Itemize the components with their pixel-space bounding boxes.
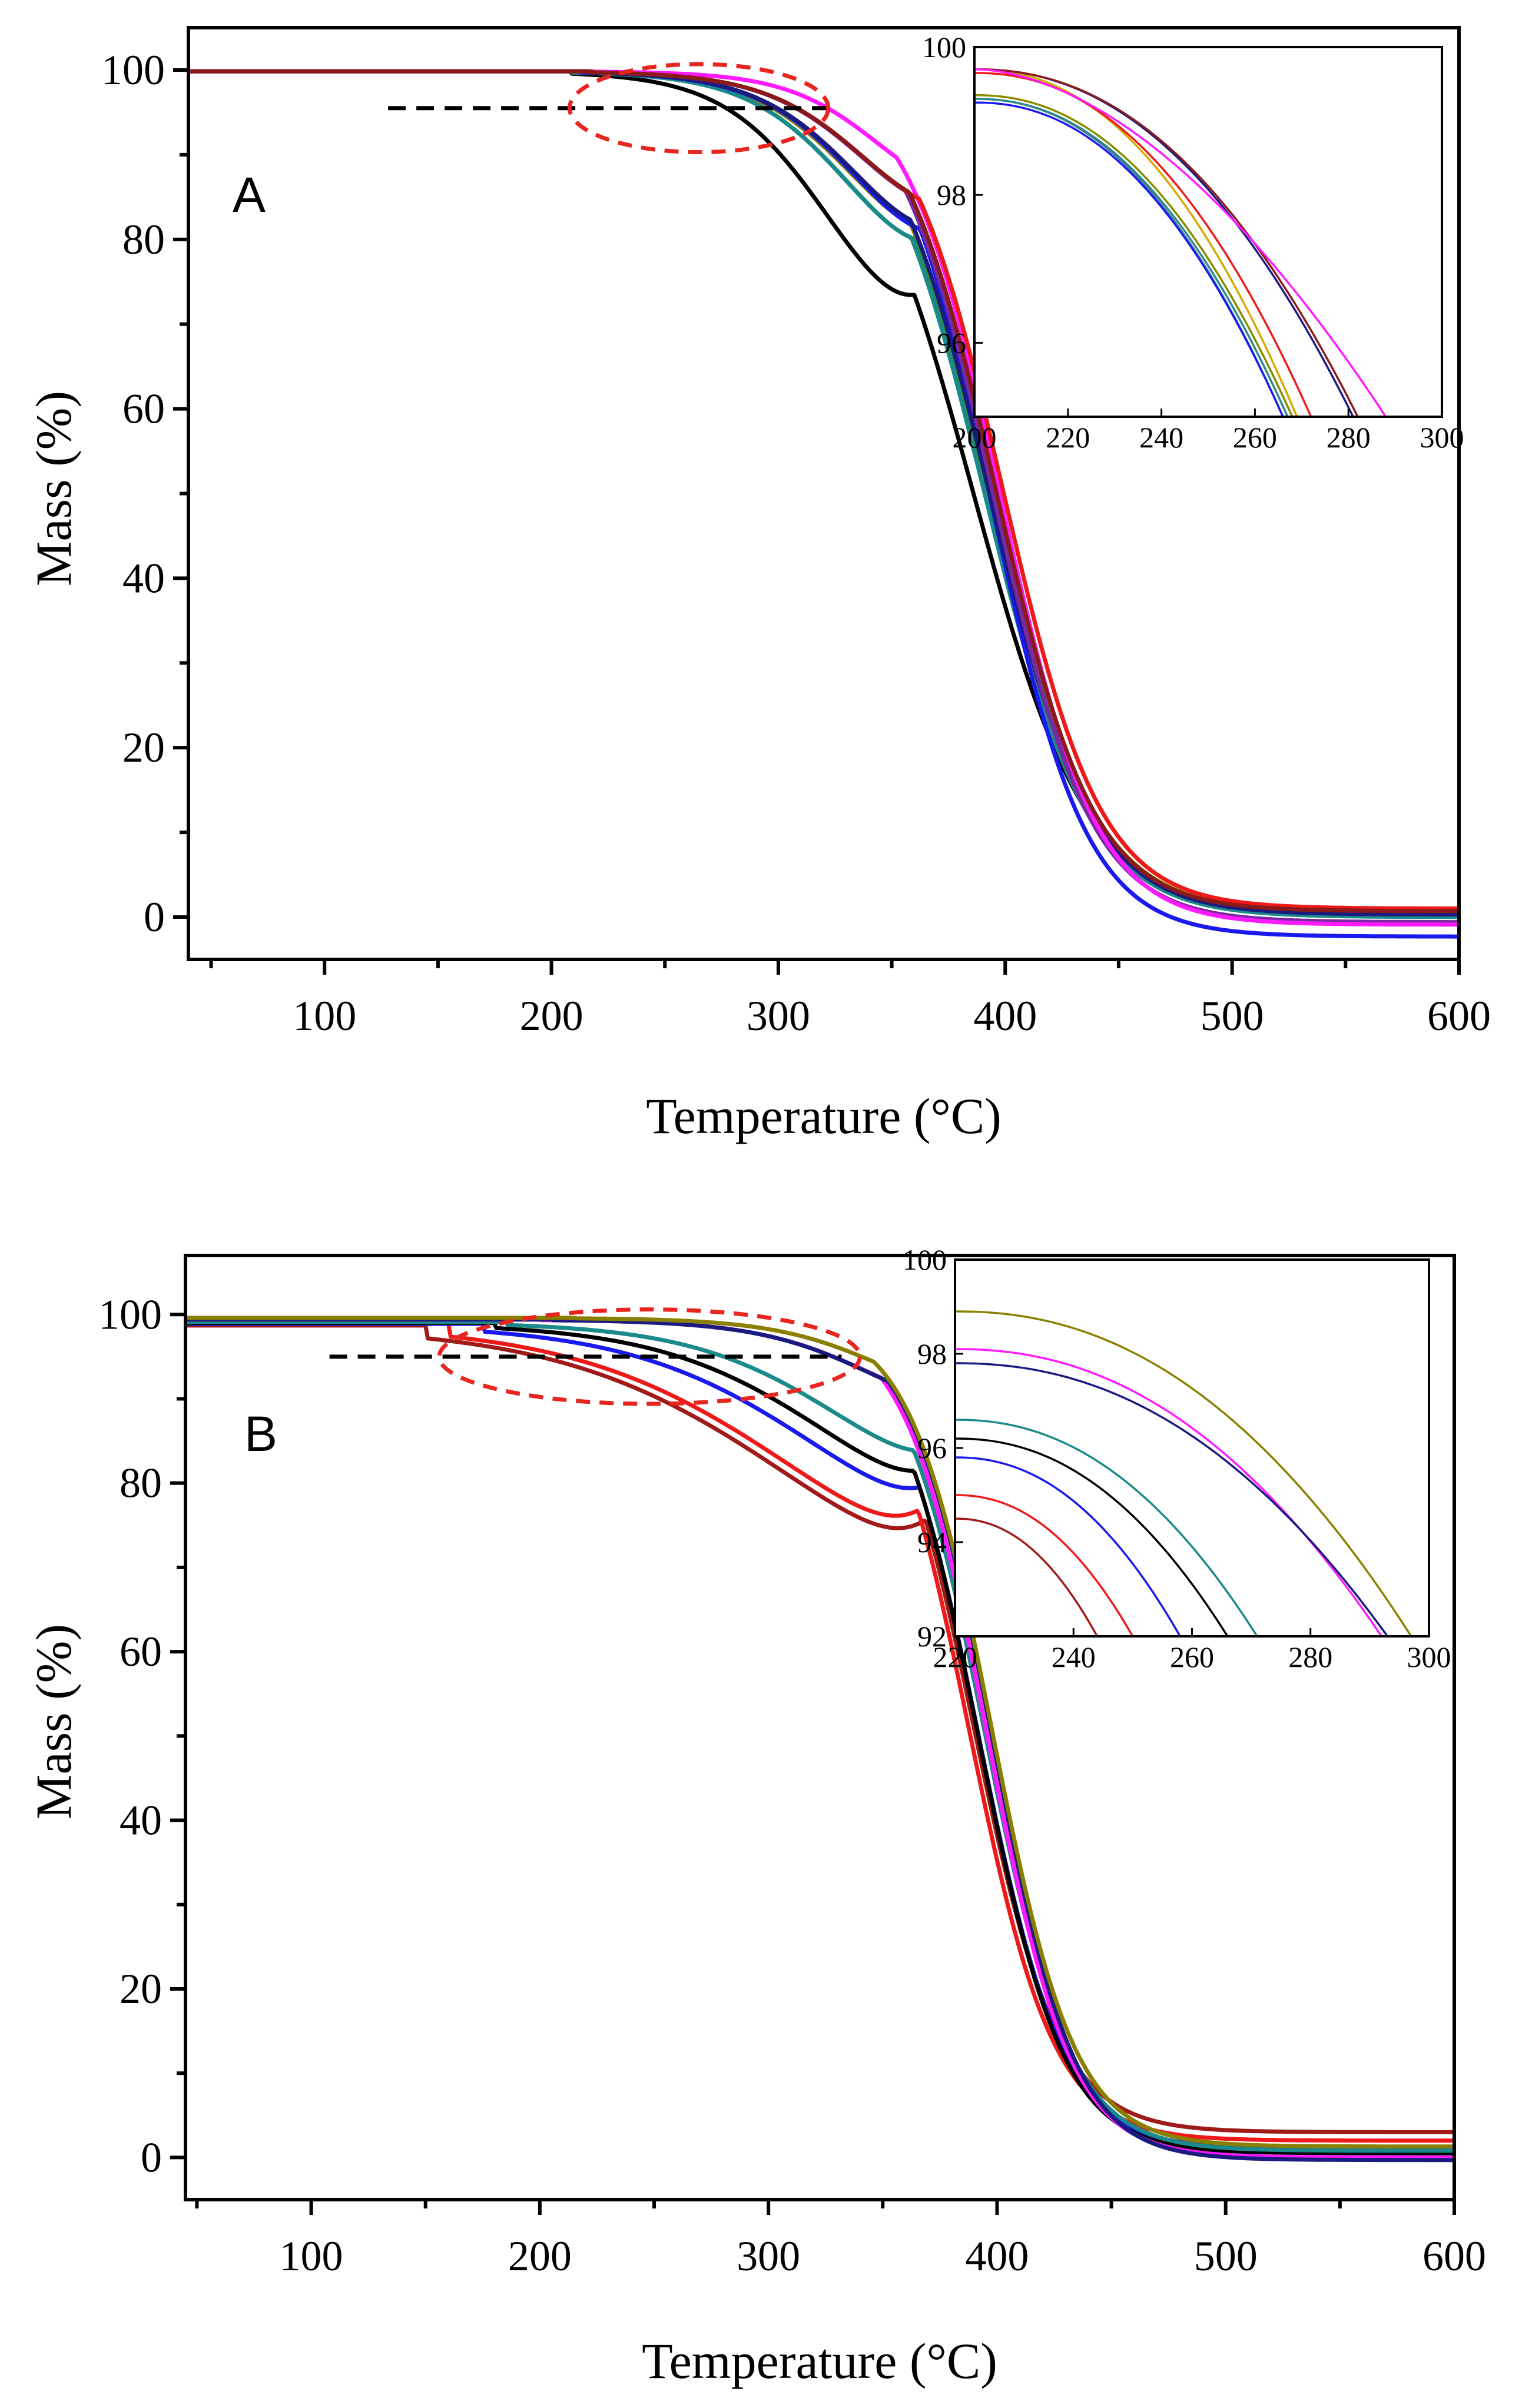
y-tick-label: 60	[122, 386, 165, 433]
series-line-teal	[185, 1320, 1454, 2153]
y-tick-label: 20	[120, 1965, 162, 2012]
y-tick-label: 80	[120, 1460, 162, 1507]
y-tick-label: 60	[120, 1628, 162, 1675]
panel-label: B	[244, 1406, 277, 1462]
x-tick-label: 200	[508, 2233, 572, 2280]
panel-a-chart: 100 200 300 400 500 600 0 20 40 60 80 100 Temperatur…	[25, 26, 1491, 1144]
inset-series-line	[974, 68, 1387, 417]
inset-y-tick-label: 98	[937, 178, 966, 211]
y-tick-label: 20	[122, 724, 165, 771]
inset-x-tick-label: 200	[953, 421, 997, 454]
x-tick-label: 100	[293, 992, 356, 1039]
x-tick-label: 600	[1422, 2233, 1486, 2280]
series-group	[185, 1316, 1454, 2163]
inset-x-tick-label: 260	[1170, 1640, 1214, 1673]
inset-series-line	[955, 1419, 1258, 1636]
panel-b-chart: 100 200 300 400 500 600 0 20 40 60 80 100 Temperatur…	[25, 1243, 1486, 2389]
inset-y-tick-label: 94	[917, 1526, 947, 1559]
y-tick-label: 100	[101, 47, 165, 94]
inset-series-line	[955, 1437, 1229, 1636]
inset-x-tick-label: 220	[933, 1640, 977, 1673]
inset-series-line	[955, 1310, 1412, 1636]
x-tick-label: 100	[280, 2233, 343, 2280]
inset-y-tick-label: 96	[937, 326, 966, 359]
x-tick-label: 400	[965, 2233, 1029, 2280]
x-tick-label: 500	[1194, 2233, 1258, 2280]
x-tick-label: 400	[973, 992, 1037, 1039]
inset-x-tick-label: 300	[1407, 1640, 1451, 1673]
inset-x-tick-label: 260	[1233, 421, 1277, 454]
inset-y-tick-label: 100	[903, 1243, 947, 1276]
inset-chart: 200 220 240 260 280 300 96 98 100	[922, 31, 1464, 454]
inset-series-line	[974, 68, 1359, 417]
inset-x-tick-label: 220	[1046, 421, 1090, 454]
inset-series-line	[955, 1494, 1134, 1636]
inset-frame	[973, 46, 1443, 418]
highlight-ellipse	[567, 62, 831, 155]
inset-series-line	[955, 1517, 1099, 1636]
inset-series-line	[974, 101, 1284, 417]
y-tick-label: 0	[141, 2134, 162, 2181]
inset-x-tick-label: 300	[1420, 421, 1464, 454]
x-tick-label: 500	[1201, 992, 1264, 1039]
inset-series-line	[955, 1362, 1389, 1636]
x-tick-label: 300	[747, 992, 810, 1039]
inset-series-line	[974, 68, 1298, 417]
y-tick-label: 80	[122, 216, 165, 263]
inset-y-tick-label: 98	[917, 1337, 947, 1370]
inset-chart: 220 240 260 280 300 92 94 96 98 100	[903, 1243, 1451, 1673]
highlight-ellipse	[437, 1307, 862, 1406]
inset-series-line	[974, 98, 1289, 417]
y-tick-label: 0	[144, 894, 165, 941]
inset-x-tick-label: 280	[1288, 1640, 1332, 1673]
inset-series-line	[974, 94, 1294, 417]
series-group	[188, 69, 1459, 939]
inset-y-tick-label: 92	[917, 1620, 947, 1653]
plot-frame	[184, 1254, 1456, 2201]
series-line-darkred	[188, 69, 1459, 914]
inset-x-tick-label: 280	[1327, 421, 1371, 454]
y-tick-label: 40	[122, 554, 165, 602]
y-tick-label: 100	[98, 1291, 162, 1338]
inset-y-tick-label: 100	[922, 31, 966, 64]
y-axis-title: Mass (%)	[25, 391, 82, 586]
inset-y-tick-label: 96	[917, 1431, 947, 1464]
x-axis-title: Temperature (°C)	[646, 1088, 1002, 1144]
inset-x-tick-label: 240	[1052, 1640, 1096, 1673]
inset-series-line	[955, 1456, 1181, 1636]
y-tick-label: 40	[120, 1797, 162, 1844]
y-axis-title: Mass (%)	[25, 1624, 82, 1819]
x-tick-label: 200	[520, 992, 583, 1039]
x-tick-label: 300	[737, 2233, 800, 2280]
x-axis-title: Temperature (°C)	[642, 2333, 997, 2389]
inset-x-tick-label: 240	[1139, 421, 1183, 454]
series-line-olive	[185, 1316, 1454, 2149]
panel-label: A	[233, 167, 266, 222]
x-tick-label: 600	[1427, 992, 1491, 1039]
